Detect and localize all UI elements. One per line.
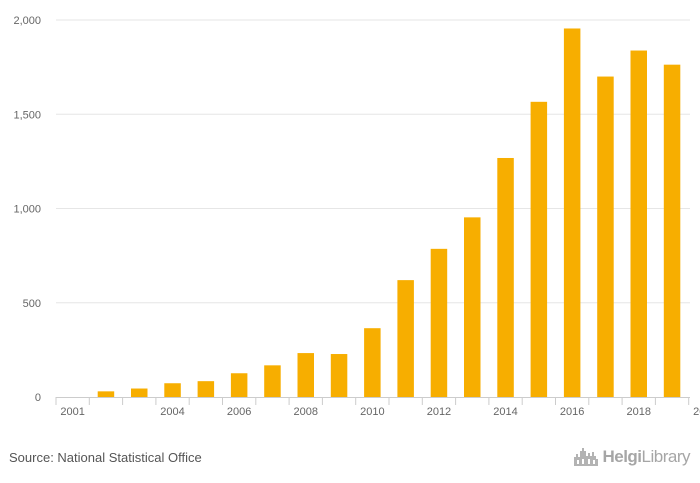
x-tick-label: 2018 <box>627 406 651 418</box>
bar-2017 <box>597 76 614 398</box>
x-tick-label: 2014 <box>493 406 517 418</box>
bar-2013 <box>464 217 481 397</box>
x-tick-label: 2010 <box>360 406 384 418</box>
y-tick-label: 1,500 <box>13 109 41 121</box>
bar-2016 <box>563 28 581 397</box>
source-note: Source: National Statistical Office <box>9 450 202 465</box>
x-tick-label: 2008 <box>294 406 318 418</box>
bar-2012 <box>430 248 448 397</box>
bar-2005 <box>197 381 215 397</box>
bar-2003 <box>131 388 148 397</box>
bars <box>97 28 681 398</box>
bar-2007 <box>264 365 281 397</box>
bar-2019 <box>663 64 681 397</box>
y-axis: 0 500 1,000 1,500 2,000 <box>13 15 41 404</box>
gridlines <box>56 19 690 304</box>
bar-2002 <box>97 391 115 397</box>
helgilibrary-logo: Helgi Library <box>573 447 691 467</box>
bar-2009 <box>330 354 348 397</box>
bar-2018 <box>630 50 647 398</box>
bar-2015 <box>530 101 548 398</box>
x-tick-label: 2004 <box>160 406 184 418</box>
bar-2014 <box>497 157 514 397</box>
y-tick-label: 2,000 <box>13 15 41 27</box>
x-tick-label: 2020 <box>693 406 700 418</box>
x-axis: 2001 2004 2006 2008 2010 2012 2014 2016 2018 2020 <box>55 397 700 418</box>
bar-2004 <box>164 383 181 397</box>
logo-suffix: Library <box>641 447 691 466</box>
castle-icon <box>574 448 599 466</box>
bar-2006 <box>230 373 248 397</box>
x-tick-label: 2016 <box>560 406 584 418</box>
y-tick-label: 1,000 <box>13 204 41 216</box>
y-tick-label: 0 <box>35 392 41 404</box>
chart: 0 500 1,000 1,500 2,000 2001 2004 2006 2008 2010… <box>13 15 700 418</box>
x-tick-label: 2012 <box>427 406 451 418</box>
x-tick-label: 2001 <box>60 406 84 418</box>
bar-2010 <box>364 328 381 397</box>
y-tick-label: 500 <box>23 298 41 310</box>
x-tick-label: 2006 <box>227 406 251 418</box>
bar-2011 <box>397 280 414 397</box>
bar-2008 <box>297 353 314 397</box>
logo-brand: Helgi <box>602 447 642 466</box>
